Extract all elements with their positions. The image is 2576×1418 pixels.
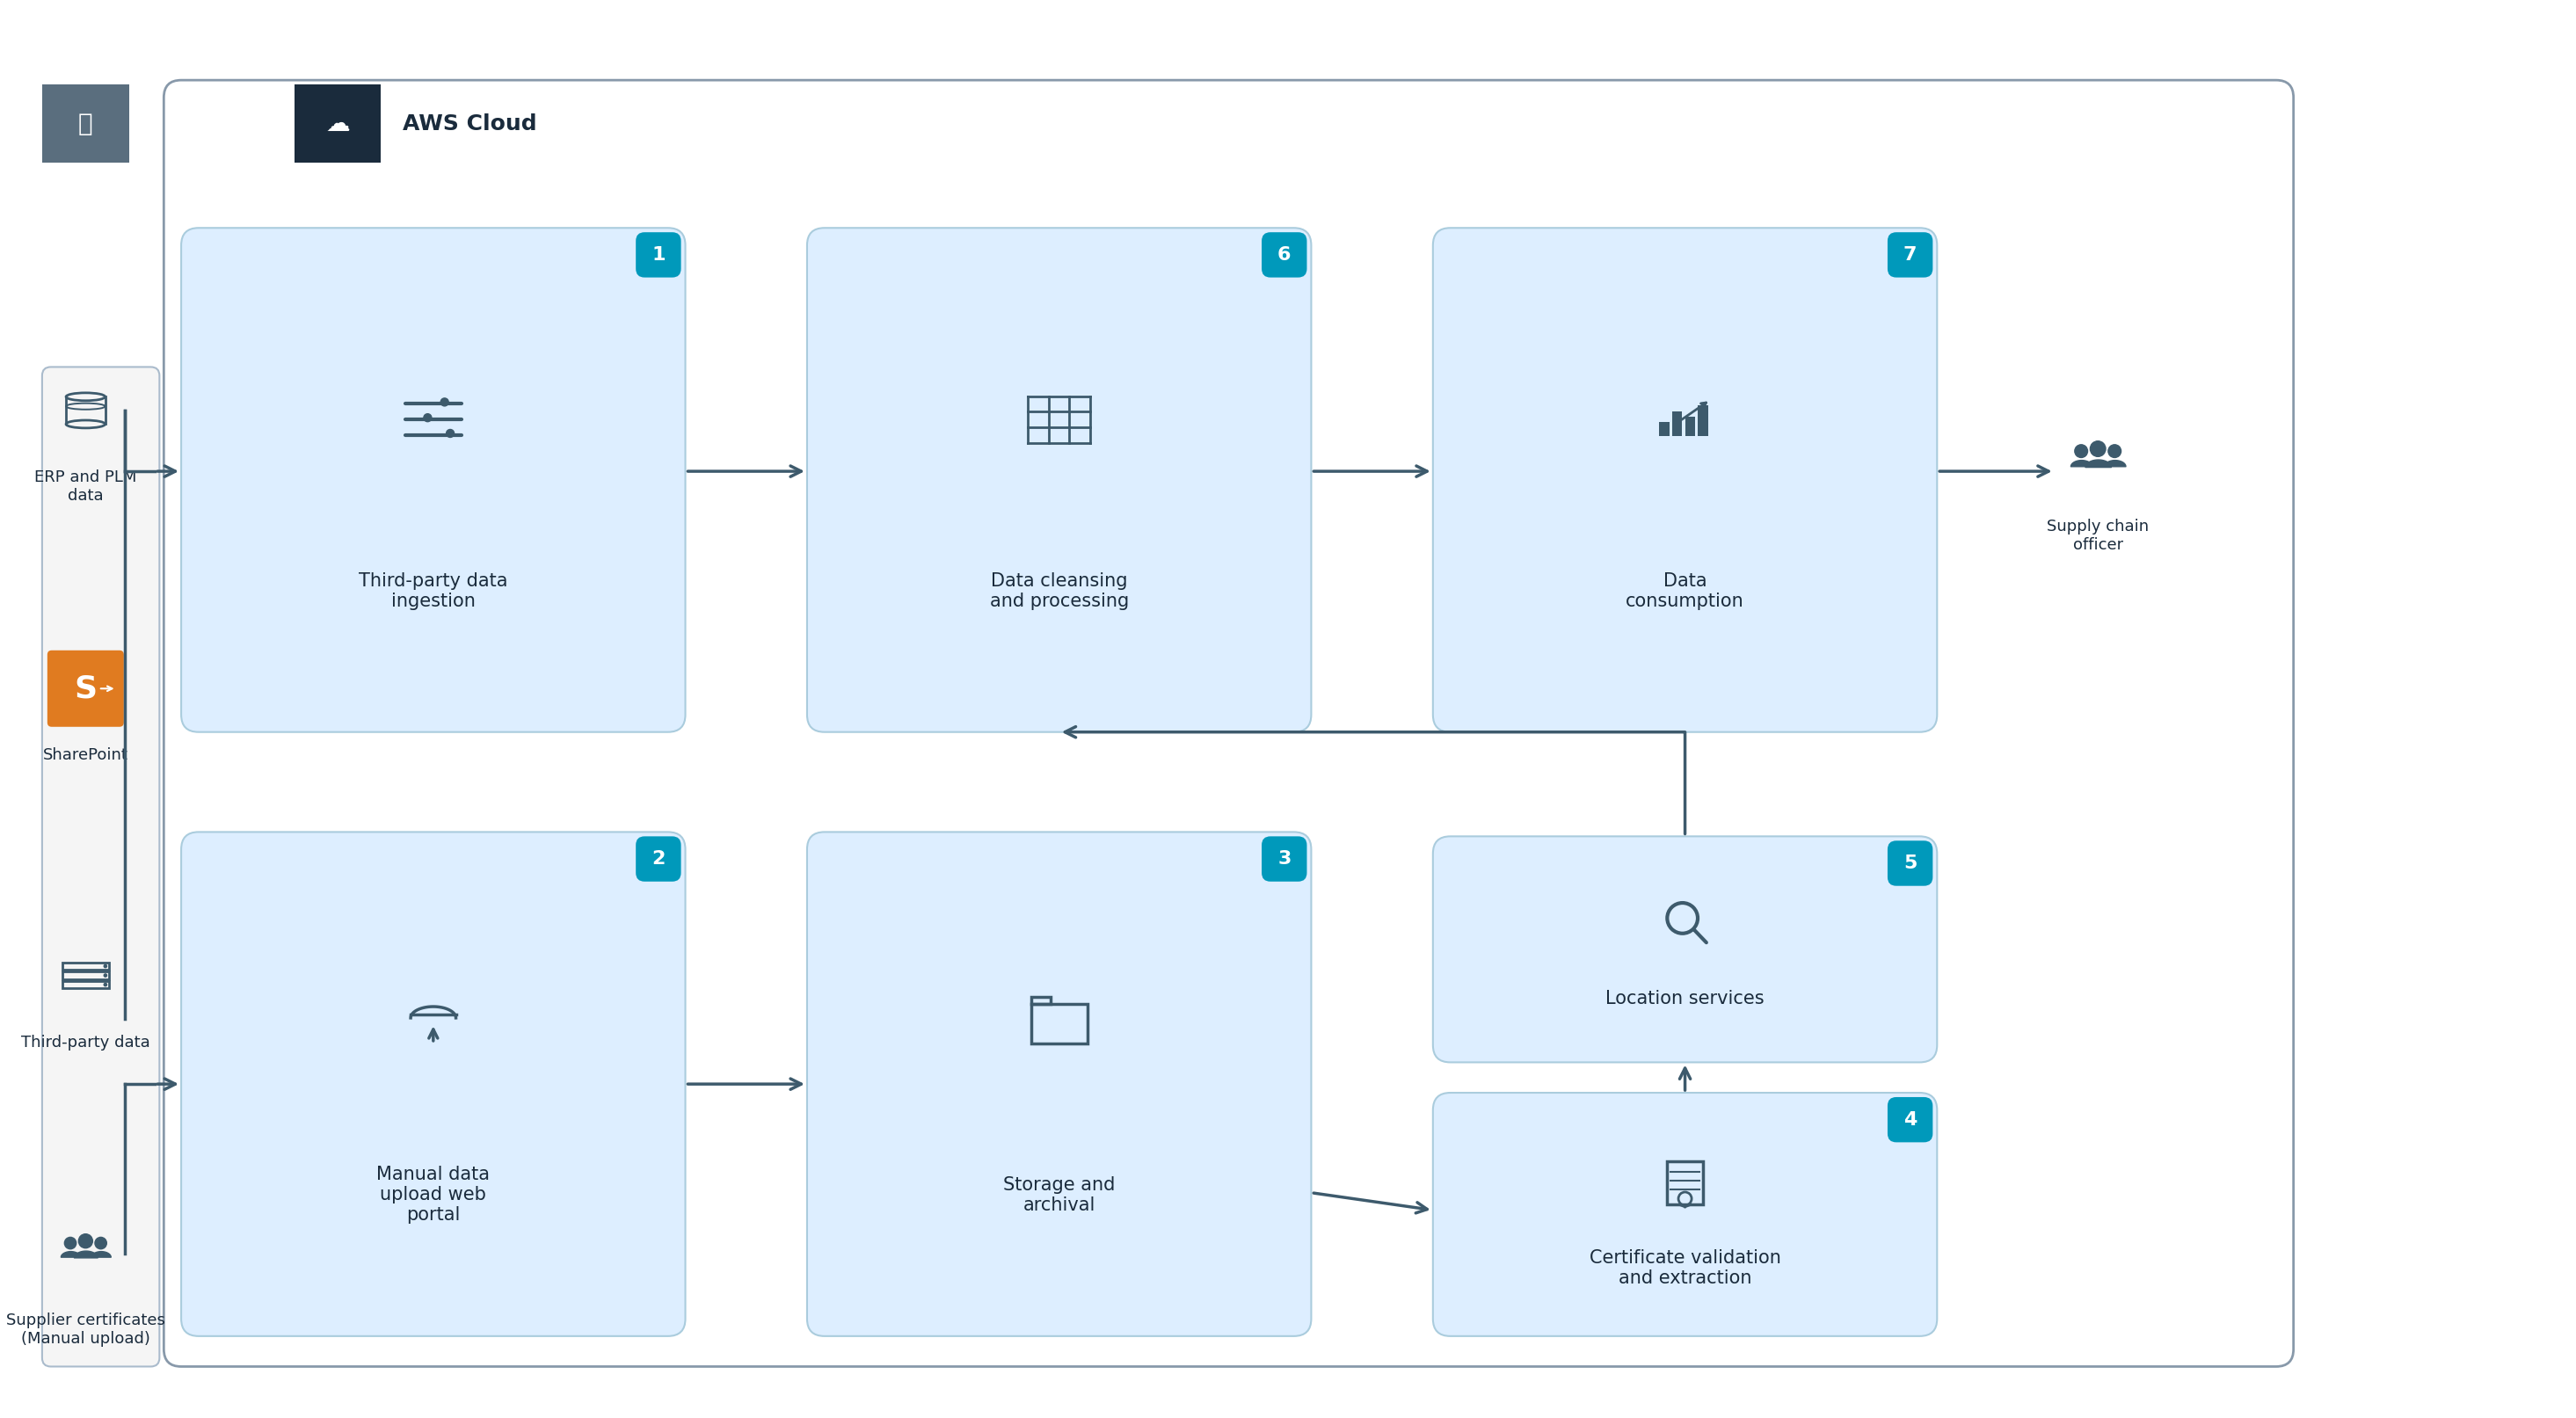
Bar: [62, 971, 108, 978]
Text: Storage and
archival: Storage and archival: [1002, 1176, 1115, 1214]
Bar: [1698, 406, 1708, 437]
Circle shape: [446, 430, 453, 437]
Text: SharePoint: SharePoint: [44, 747, 129, 763]
Circle shape: [2089, 441, 2105, 457]
Text: Third-party data: Third-party data: [21, 1035, 149, 1051]
FancyBboxPatch shape: [1262, 233, 1306, 278]
FancyBboxPatch shape: [806, 832, 1311, 1336]
Text: 6: 6: [1278, 247, 1291, 264]
Bar: [41, 85, 129, 163]
Bar: [1659, 423, 1669, 437]
Text: Supplier certificates
(Manual upload): Supplier certificates (Manual upload): [5, 1313, 165, 1347]
Text: ERP and PLM
data: ERP and PLM data: [33, 469, 137, 503]
Circle shape: [440, 398, 448, 406]
Text: S: S: [75, 674, 98, 703]
Bar: [62, 981, 108, 988]
Bar: [62, 963, 108, 970]
Text: Location services: Location services: [1605, 990, 1765, 1008]
FancyBboxPatch shape: [46, 651, 124, 727]
FancyBboxPatch shape: [1432, 228, 1937, 732]
FancyBboxPatch shape: [1432, 837, 1937, 1062]
FancyBboxPatch shape: [1888, 233, 1932, 278]
Text: Data
consumption: Data consumption: [1625, 571, 1744, 610]
Bar: [1030, 997, 1051, 1004]
Circle shape: [95, 1238, 106, 1249]
Circle shape: [2074, 445, 2087, 458]
FancyBboxPatch shape: [1888, 1098, 1932, 1143]
FancyBboxPatch shape: [806, 228, 1311, 732]
Text: Manual data
upload web
portal: Manual data upload web portal: [376, 1166, 489, 1224]
Text: Data cleansing
and processing: Data cleansing and processing: [989, 571, 1128, 610]
Circle shape: [103, 983, 106, 986]
Bar: [294, 85, 381, 163]
Bar: [1672, 411, 1682, 437]
FancyBboxPatch shape: [180, 228, 685, 732]
Text: AWS Cloud: AWS Cloud: [402, 113, 536, 135]
FancyBboxPatch shape: [636, 837, 680, 882]
FancyBboxPatch shape: [180, 832, 685, 1336]
Bar: [1667, 1161, 1703, 1204]
FancyBboxPatch shape: [1432, 1093, 1937, 1336]
FancyBboxPatch shape: [165, 81, 2293, 1367]
Bar: [1030, 1004, 1087, 1044]
Circle shape: [103, 964, 106, 967]
Text: Certificate validation
and extraction: Certificate validation and extraction: [1589, 1249, 1780, 1288]
Text: 🏢: 🏢: [77, 111, 93, 136]
Text: Supply chain
officer: Supply chain officer: [2048, 519, 2148, 553]
Text: 4: 4: [1904, 1110, 1917, 1129]
Circle shape: [64, 1238, 77, 1249]
Circle shape: [103, 974, 106, 977]
Text: 1: 1: [652, 247, 665, 264]
Text: 5: 5: [1904, 855, 1917, 872]
Circle shape: [422, 414, 433, 421]
Text: 7: 7: [1904, 247, 1917, 264]
FancyBboxPatch shape: [41, 367, 160, 1367]
Bar: [1685, 417, 1695, 437]
FancyBboxPatch shape: [1262, 837, 1306, 882]
Circle shape: [2107, 445, 2120, 458]
Text: Third-party data
ingestion: Third-party data ingestion: [358, 571, 507, 610]
Text: 3: 3: [1278, 851, 1291, 868]
FancyBboxPatch shape: [1888, 841, 1932, 886]
Text: ☁: ☁: [325, 111, 350, 136]
Text: 2: 2: [652, 851, 665, 868]
FancyBboxPatch shape: [636, 233, 680, 278]
Circle shape: [77, 1234, 93, 1248]
